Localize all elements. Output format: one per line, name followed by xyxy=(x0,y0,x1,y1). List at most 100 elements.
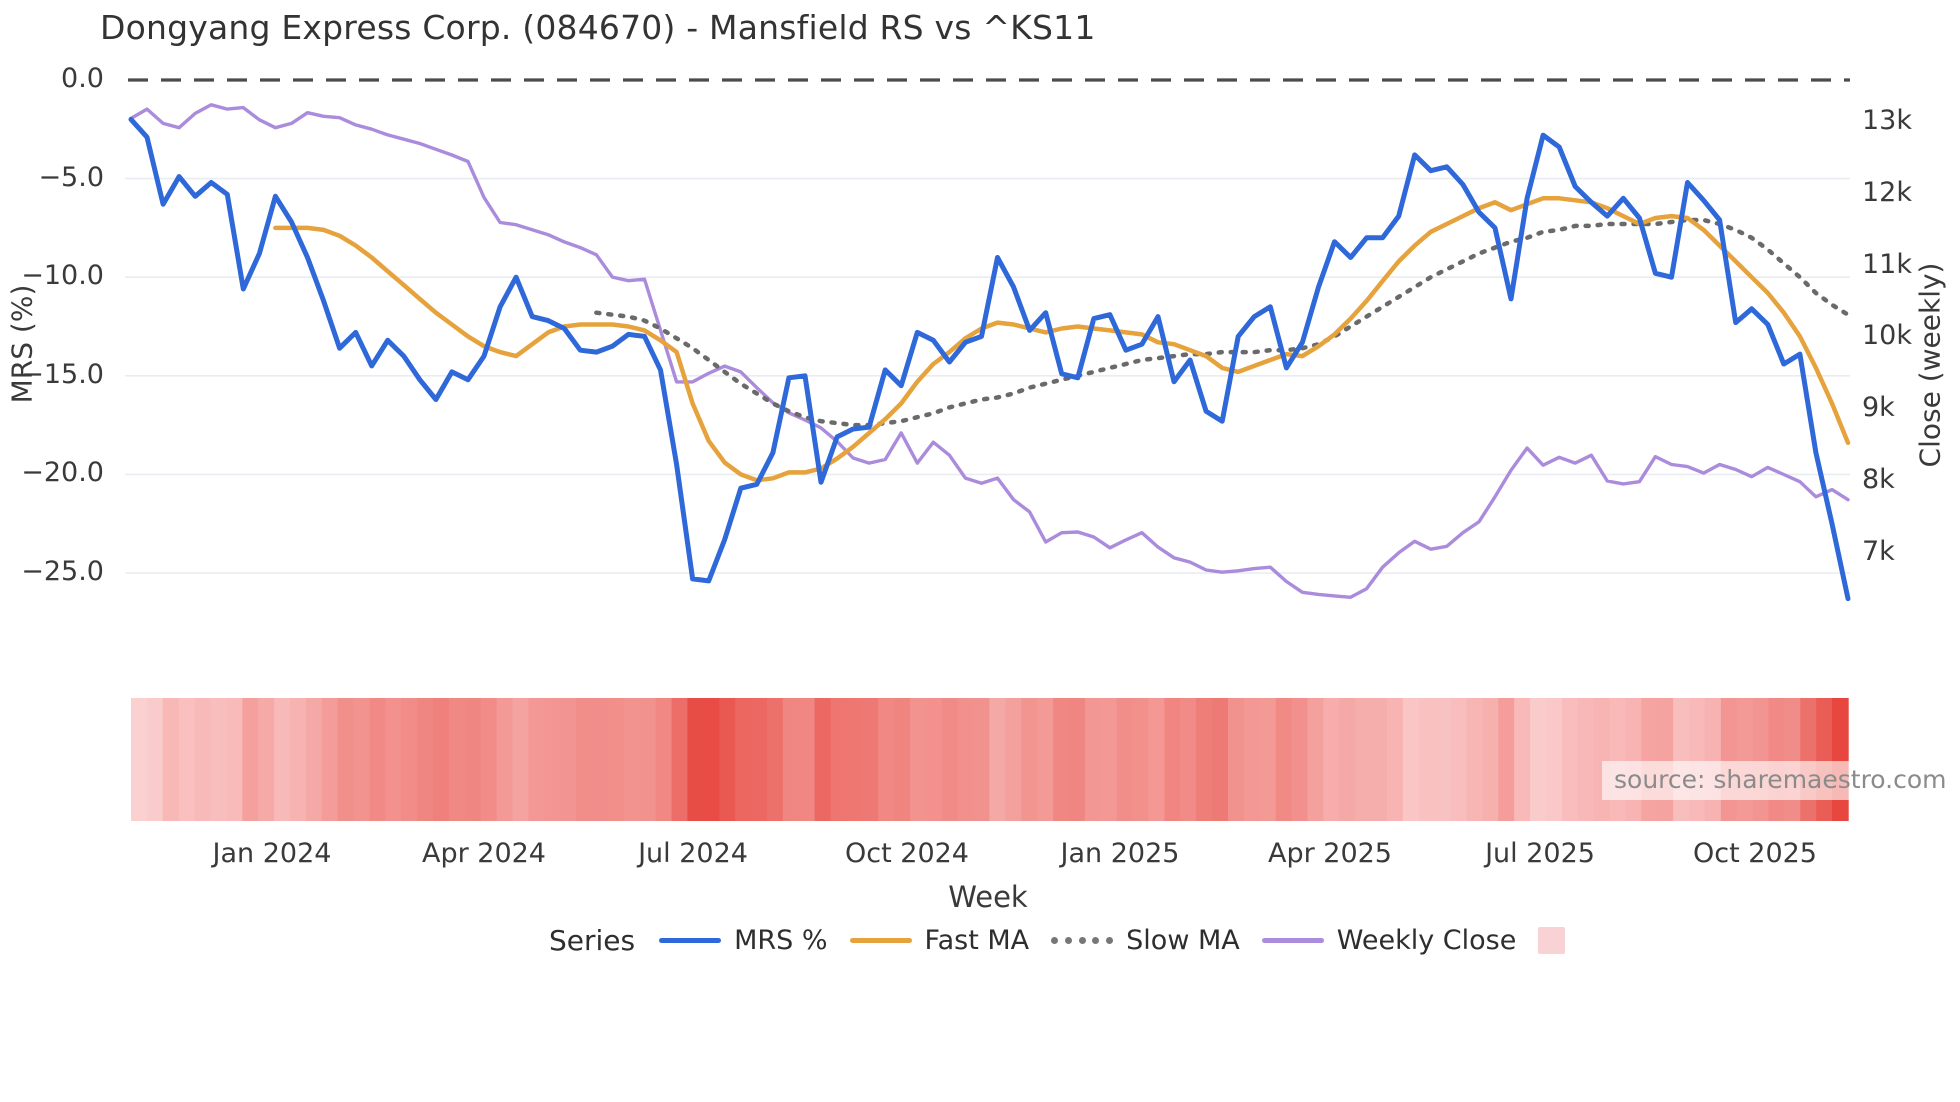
right-axis-tick-label: 12k xyxy=(1862,176,1912,208)
heatmap-cell xyxy=(496,698,514,821)
heatmap-cell xyxy=(289,698,307,821)
heatmap-cell xyxy=(1291,698,1309,821)
heatmap-cell xyxy=(607,698,625,821)
heatmap-cell xyxy=(1021,698,1038,821)
heatmap-cell xyxy=(719,698,736,821)
heatmap-cell xyxy=(480,698,498,821)
heatmap-cell xyxy=(417,698,434,821)
legend-item-mrs-[interactable]: MRS % xyxy=(659,925,828,956)
heatmap-cell xyxy=(210,698,228,821)
heatmap-cell xyxy=(401,698,418,821)
heatmap-cell xyxy=(1768,698,1786,821)
legend-swatch-line-icon xyxy=(659,938,722,943)
x-axis-tick-label: Jul 2024 xyxy=(638,838,748,869)
heatmap-cell xyxy=(1402,698,1420,821)
heatmap-cell xyxy=(671,698,689,821)
gridlines xyxy=(125,177,1850,574)
heatmap-cell xyxy=(1466,698,1484,821)
left-axis-tick-label: −5.0 xyxy=(38,161,104,193)
heatmap-cell xyxy=(766,698,784,821)
heatmap-cell xyxy=(194,698,212,821)
heatmap-cell xyxy=(1434,698,1452,821)
heatmap-cell xyxy=(1180,698,1197,821)
x-axis-tick-label: Jan 2025 xyxy=(1060,838,1180,869)
heatmap-cell xyxy=(258,698,275,821)
legend-item-label: Slow MA xyxy=(1126,925,1240,956)
heatmap-cell xyxy=(1100,698,1118,821)
heatmap-cell xyxy=(1116,698,1134,821)
legend-item-slow-ma[interactable]: Slow MA xyxy=(1051,925,1240,956)
heatmap-cell xyxy=(528,698,546,821)
heatmap-cell xyxy=(1545,698,1563,821)
legend-swatch-line-icon xyxy=(1261,938,1324,943)
legend-item-label: Fast MA xyxy=(924,925,1030,956)
heatmap-cell xyxy=(814,698,832,821)
heatmap-cell xyxy=(1832,698,1849,821)
left-axis-tick-label: −10.0 xyxy=(21,260,104,292)
heatmap-cell xyxy=(735,698,752,821)
heatmap-cell xyxy=(1053,698,1070,821)
heatmap-cell xyxy=(687,698,705,821)
right-axis-tick-label: 9k xyxy=(1862,392,1895,424)
heatmap-cell xyxy=(1482,698,1499,821)
heatmap-cell xyxy=(1418,698,1436,821)
heatmap-cell xyxy=(369,698,387,821)
heatmap-cell xyxy=(878,698,895,821)
heatmap-cell xyxy=(1704,698,1722,821)
legend-item-weekly-close[interactable]: Weekly Close xyxy=(1261,925,1517,956)
legend-item-fast-ma[interactable]: Fast MA xyxy=(849,925,1030,956)
heatmap-cell xyxy=(162,698,180,821)
heatmap-cell xyxy=(131,698,148,821)
legend-item-label: Weekly Close xyxy=(1336,925,1517,956)
x-axis-tick-label: Jan 2024 xyxy=(212,838,332,869)
heatmap-cell xyxy=(798,698,816,821)
heatmap-cell xyxy=(1800,698,1817,821)
x-axis-tick-label: Apr 2025 xyxy=(1267,838,1392,869)
right-axis-tick-label: 10k xyxy=(1862,320,1912,352)
legend-swatch-square-icon xyxy=(1538,927,1566,954)
right-axis-tick-label: 13k xyxy=(1862,105,1912,136)
heatmap-cell xyxy=(1736,698,1754,821)
heatmap-cell xyxy=(560,698,577,821)
legend-swatch-dotted-line-icon xyxy=(1051,937,1114,944)
heatmap-cell xyxy=(1371,698,1388,821)
heatmap-cell xyxy=(1243,698,1261,821)
heatmap-cell xyxy=(1323,698,1340,821)
x-axis-tick-label: Apr 2024 xyxy=(421,838,546,869)
heatmap-cell xyxy=(433,698,450,821)
series-line-fast-ma xyxy=(273,196,1851,483)
heatmap-cell xyxy=(925,698,943,821)
heatmap-cell xyxy=(1784,698,1802,821)
heatmap-cell xyxy=(448,698,466,821)
heatmap-cell xyxy=(1498,698,1515,821)
heatmap-cell xyxy=(1037,698,1054,821)
heatmap-cell xyxy=(973,698,991,821)
legend-title: Series xyxy=(549,924,636,957)
heatmap-cell xyxy=(1164,698,1181,821)
x-axis-tick-label: Jul 2025 xyxy=(1485,838,1595,869)
heatmap-cell xyxy=(1339,698,1356,821)
left-axis-tick-label: −20.0 xyxy=(21,457,104,489)
heatmap-cell xyxy=(1609,698,1627,821)
heatmap-cell xyxy=(1275,698,1293,821)
heatmap-cell xyxy=(639,698,657,821)
heatmap-cell xyxy=(1752,698,1770,821)
heatmap-cell xyxy=(862,698,879,821)
heatmap-cell xyxy=(146,698,164,821)
heatmap-strip xyxy=(131,698,1849,821)
heatmap-cell xyxy=(751,698,768,821)
heatmap-cell xyxy=(274,698,291,821)
right-axis-label: Close (weekly) xyxy=(1913,262,1947,468)
right-axis-tick-label: 7k xyxy=(1862,535,1895,567)
series-line-slow-ma xyxy=(594,217,1851,428)
heatmap-cell xyxy=(1657,698,1674,821)
series-lines xyxy=(128,103,1851,602)
right-axis-tick-label: 11k xyxy=(1862,248,1912,280)
heatmap-cell xyxy=(1005,698,1022,821)
x-axis-tick-label: Oct 2024 xyxy=(845,838,969,869)
heatmap-cell xyxy=(1450,698,1468,821)
heatmap-cell xyxy=(910,698,927,821)
heatmap-cell xyxy=(782,698,800,821)
legend-item-heatmap[interactable] xyxy=(1538,927,1566,954)
